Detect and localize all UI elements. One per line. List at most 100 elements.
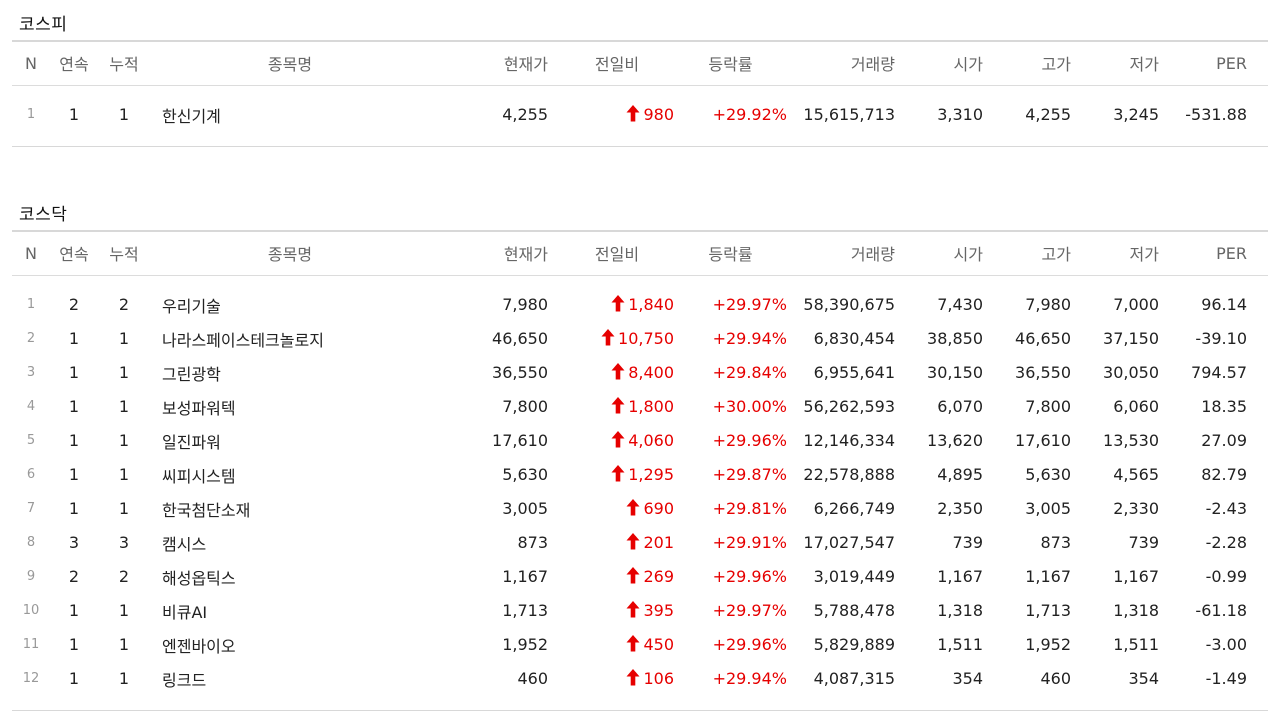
table-row[interactable]: 1 1 1 한신기계 4,255 980 +29.92% 15,615,713 3,310 4,2… (12, 98, 1268, 132)
cell-volume: 17,027,547 (803, 533, 895, 552)
change-value: 1,295 (628, 465, 674, 484)
column-header-current-price: 현재가 (430, 40, 560, 86)
cell-rank: 3 (26, 365, 36, 380)
cell-high: 17,610 (1015, 431, 1071, 450)
cell-total: 1 (118, 363, 130, 382)
cell-stock-name[interactable]: 엔젠바이오 (162, 636, 236, 656)
cell-open: 1,318 (937, 601, 983, 620)
cell-streak: 1 (68, 363, 80, 382)
column-header-per: PER (1159, 40, 1247, 86)
cell-stock-name[interactable]: 해성옵틱스 (162, 568, 236, 588)
cell-streak: 1 (68, 669, 80, 688)
cell-low: 1,318 (1113, 601, 1159, 620)
kosdaq-section-title: 코스닥 (19, 205, 68, 225)
cell-change: 106 (560, 662, 674, 696)
table-row[interactable]: 1 2 2 우리기술 7,980 1,840 +29.97% 58,390,675 7,430 7… (12, 288, 1268, 322)
change-value: 450 (643, 635, 674, 654)
cell-volume: 5,788,478 (813, 601, 895, 620)
table-row[interactable]: 3 1 1 그린광학 36,550 8,400 +29.84% 6,955,641 30,150… (12, 356, 1268, 390)
spacer-row (12, 275, 1268, 288)
cell-per: 794.57 (1191, 363, 1247, 382)
cell-per: -531.88 (1185, 105, 1247, 124)
row-padding (1247, 628, 1268, 662)
cell-rank: 2 (26, 331, 36, 346)
row-padding (1247, 288, 1268, 322)
cell-high: 873 (1040, 533, 1071, 552)
cell-change: 10,750 (560, 322, 674, 356)
up-arrow-icon (626, 669, 640, 686)
column-header-high: 고가 (983, 230, 1071, 276)
cell-stock-name[interactable]: 일진파워 (162, 432, 221, 452)
cell-open: 13,620 (927, 431, 983, 450)
table-row[interactable]: 11 1 1 엔젠바이오 1,952 450 +29.96% 5,829,889 1,511 1,… (12, 628, 1268, 662)
cell-streak: 1 (68, 499, 80, 518)
change-value: 269 (643, 567, 674, 586)
row-padding (1247, 424, 1268, 458)
cell-current-price: 4,255 (502, 105, 548, 124)
column-header-low: 저가 (1071, 40, 1159, 86)
cell-streak: 1 (68, 465, 80, 484)
cell-stock-name[interactable]: 보성파워텍 (162, 398, 236, 418)
cell-high: 1,713 (1025, 601, 1071, 620)
table-row[interactable]: 12 1 1 링크드 460 106 +29.94% 4,087,315 354 460 354 -1… (12, 662, 1268, 696)
cell-stock-name[interactable]: 씨피시스템 (162, 466, 236, 486)
cell-current-price: 7,980 (502, 295, 548, 314)
row-padding (1247, 560, 1268, 594)
cell-change-rate: +30.00% (712, 397, 787, 416)
cell-change-rate: +29.94% (712, 669, 787, 688)
cell-stock-name[interactable]: 비큐AI (162, 602, 208, 622)
cell-stock-name[interactable]: 우리기술 (162, 296, 221, 316)
up-arrow-icon (626, 533, 640, 550)
cell-current-price: 1,167 (502, 567, 548, 586)
cell-total: 1 (118, 499, 130, 518)
row-padding (1247, 390, 1268, 424)
cell-low: 13,530 (1103, 431, 1159, 450)
column-header-volume: 거래량 (787, 40, 895, 86)
cell-rank: 12 (22, 671, 40, 686)
cell-change-rate: +29.97% (712, 295, 787, 314)
table-row[interactable]: 9 2 2 해성옵틱스 1,167 269 +29.96% 3,019,449 1,167 1,1… (12, 560, 1268, 594)
table-row[interactable]: 10 1 1 비큐AI 1,713 395 +29.97% 5,788,478 1,318 1,7… (12, 594, 1268, 628)
cell-change: 4,060 (560, 424, 674, 458)
cell-open: 1,511 (937, 635, 983, 654)
end-row (12, 695, 1268, 711)
table-row[interactable]: 6 1 1 씨피시스템 5,630 1,295 +29.87% 22,578,888 4,895… (12, 458, 1268, 492)
cell-change: 269 (560, 560, 674, 594)
table-row[interactable]: 5 1 1 일진파워 17,610 4,060 +29.96% 12,146,334 13,62… (12, 424, 1268, 458)
up-arrow-icon (611, 397, 625, 414)
column-header-per: PER (1159, 230, 1247, 276)
header-padding (1247, 230, 1268, 276)
cell-total: 2 (118, 567, 130, 586)
cell-stock-name[interactable]: 링크드 (162, 670, 207, 690)
cell-open: 4,895 (937, 465, 983, 484)
cell-change: 1,800 (560, 390, 674, 424)
row-padding (1247, 322, 1268, 356)
up-arrow-icon (611, 465, 625, 482)
table-row[interactable]: 4 1 1 보성파워텍 7,800 1,800 +30.00% 56,262,593 6,070… (12, 390, 1268, 424)
cell-current-price: 460 (517, 669, 548, 688)
cell-streak: 1 (68, 105, 80, 124)
cell-stock-name[interactable]: 한신기계 (162, 106, 221, 126)
cell-stock-name[interactable]: 캠시스 (162, 534, 207, 554)
cell-current-price: 17,610 (492, 431, 548, 450)
cell-streak: 3 (68, 533, 80, 552)
cell-stock-name[interactable]: 그린광학 (162, 364, 221, 384)
kosdaq-header-row: N 연속 누적 종목명 현재가 전일비 등락률 거래량 시가 고가 저가 PER (12, 230, 1268, 276)
cell-per: -3.00 (1205, 635, 1247, 654)
cell-stock-name[interactable]: 한국첨단소재 (162, 500, 251, 520)
table-row[interactable]: 8 3 3 캠시스 873 201 +29.91% 17,027,547 739 873 739 -2… (12, 526, 1268, 560)
table-row[interactable]: 2 1 1 나라스페이스테크놀로지 46,650 10,750 +29.94% 6,830,4… (12, 322, 1268, 356)
change-value: 106 (643, 669, 674, 688)
cell-low: 4,565 (1113, 465, 1159, 484)
spacer-row (12, 85, 1268, 98)
cell-current-price: 7,800 (502, 397, 548, 416)
kosdaq-body: 1 2 2 우리기술 7,980 1,840 +29.97% 58,390,675 7,430 7… (12, 275, 1268, 711)
cell-change-rate: +29.97% (712, 601, 787, 620)
column-header-high: 고가 (983, 40, 1071, 86)
table-row[interactable]: 7 1 1 한국첨단소재 3,005 690 +29.81% 6,266,749 2,350 3,… (12, 492, 1268, 526)
cell-stock-name[interactable]: 나라스페이스테크놀로지 (162, 330, 324, 350)
change-value: 1,800 (628, 397, 674, 416)
row-padding (1247, 594, 1268, 628)
cell-open: 354 (952, 669, 983, 688)
up-arrow-icon (611, 295, 625, 312)
